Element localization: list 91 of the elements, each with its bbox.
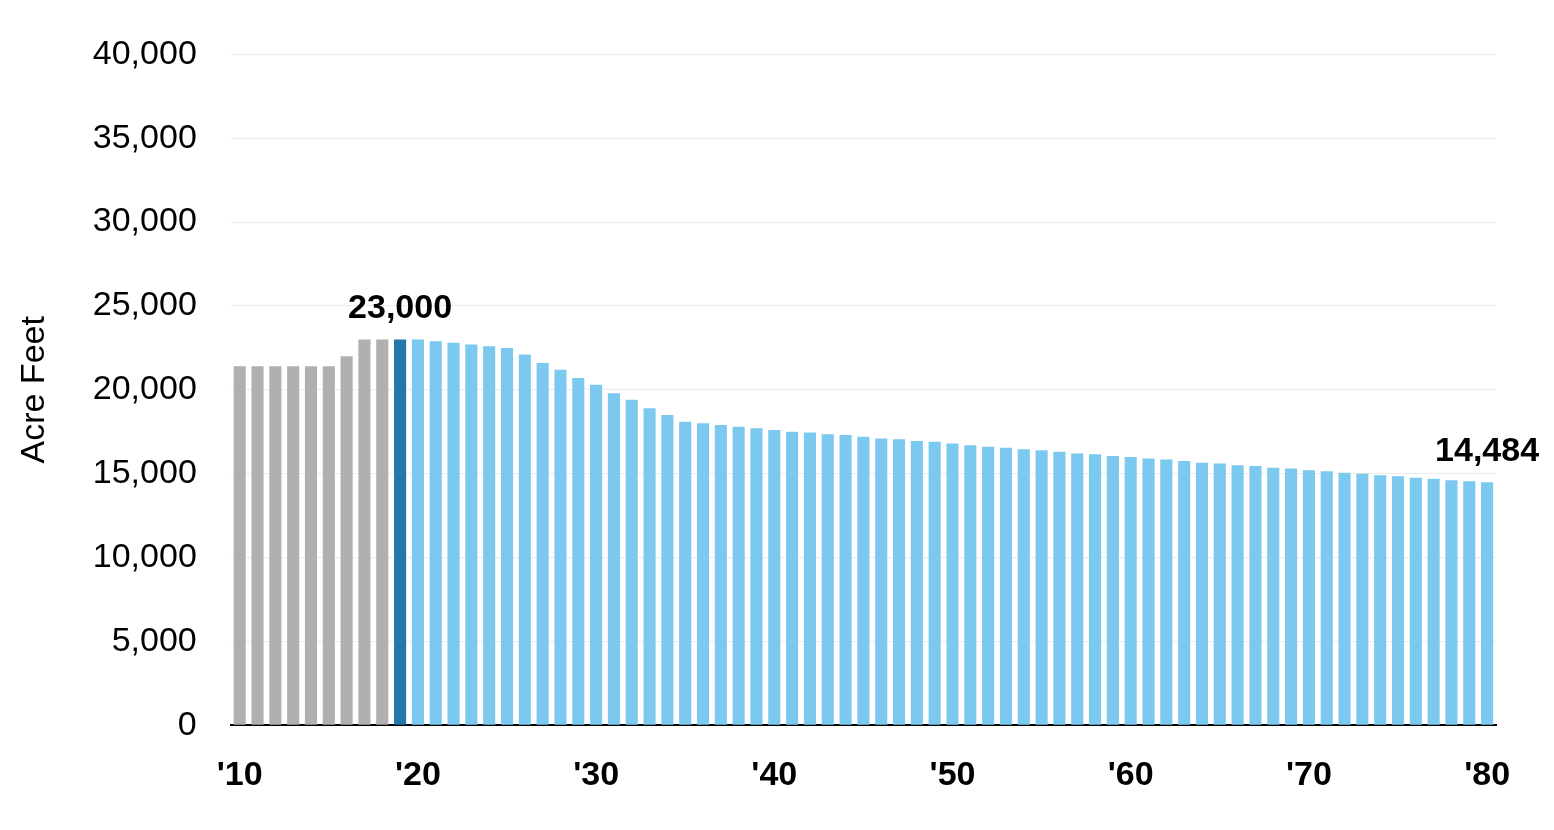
bar [910,440,923,725]
bar [394,339,407,725]
bar [1427,478,1440,725]
y-tick-label: 25,000 [92,284,197,323]
bar [1160,459,1173,725]
bar [304,366,318,725]
bar [839,435,852,725]
bar [982,446,995,725]
bar [768,430,781,725]
bar [643,408,656,725]
bar [1106,456,1119,725]
bar [1320,471,1333,725]
bar [465,344,478,725]
x-tick-label: '30 [573,753,620,792]
bar [696,423,710,725]
bar [518,354,531,725]
data-label: 14,484 [1435,429,1540,468]
bar [1249,466,1262,725]
bar [714,425,727,725]
bar [1409,477,1422,725]
x-tick-label: '60 [1107,753,1154,792]
bar [1285,468,1298,725]
x-tick-label: '40 [751,753,798,792]
bar [1124,456,1137,725]
bar [857,436,870,725]
bar [429,341,442,725]
x-tick-label: '20 [394,753,441,792]
bar [287,366,300,725]
bar [376,339,389,725]
bar [572,378,585,725]
bar [1213,463,1226,725]
bar [625,399,638,725]
bar [1035,450,1048,725]
bar [554,369,567,725]
bar [821,434,834,725]
bar [1053,451,1066,725]
y-tick-label: 35,000 [92,116,197,155]
y-tick-label: 5,000 [111,619,197,658]
bar [875,438,888,725]
bar [233,366,246,725]
bar [1374,475,1387,725]
bar [411,339,424,725]
bar [1088,454,1102,725]
y-tick-label: 10,000 [92,535,197,574]
bar [251,366,264,725]
bar [892,439,906,725]
x-tick-label: '80 [1464,753,1511,792]
bar [1231,465,1244,725]
bar [1302,470,1315,725]
bar [1391,476,1405,725]
y-tick-label: 0 [177,703,197,742]
bar [1142,458,1155,725]
bar [999,447,1013,725]
bar [1445,480,1458,725]
bar [1071,453,1084,725]
bar [1195,462,1209,725]
x-tick-label: '50 [929,753,976,792]
bar [1463,481,1476,725]
bar [483,346,496,725]
bar [750,428,763,725]
bar [661,414,674,725]
bar [803,432,816,725]
bar [269,366,282,725]
bar [1267,467,1280,725]
bar [964,445,977,725]
bar [946,443,959,725]
bar [447,342,460,725]
bar [1338,472,1351,725]
x-tick-label: '10 [216,753,263,792]
y-tick-label: 20,000 [92,368,197,407]
bar [322,366,335,725]
bar [1481,482,1494,725]
bar [1178,461,1191,725]
bar [679,421,692,725]
bar [358,339,371,725]
bar [1356,473,1369,725]
bar [590,384,603,725]
bar [1017,449,1030,725]
bar [732,426,745,725]
bar [536,362,549,725]
y-tick-label: 15,000 [92,452,197,491]
y-tick-label: 40,000 [92,32,197,71]
bar [786,431,799,725]
y-axis-title: Acre Feet [12,315,51,464]
bar [500,347,514,725]
data-label: 23,000 [348,286,453,325]
bar [607,393,620,725]
x-tick-label: '70 [1285,753,1332,792]
bar [928,441,941,725]
y-tick-label: 30,000 [92,200,197,239]
bar [340,356,353,725]
